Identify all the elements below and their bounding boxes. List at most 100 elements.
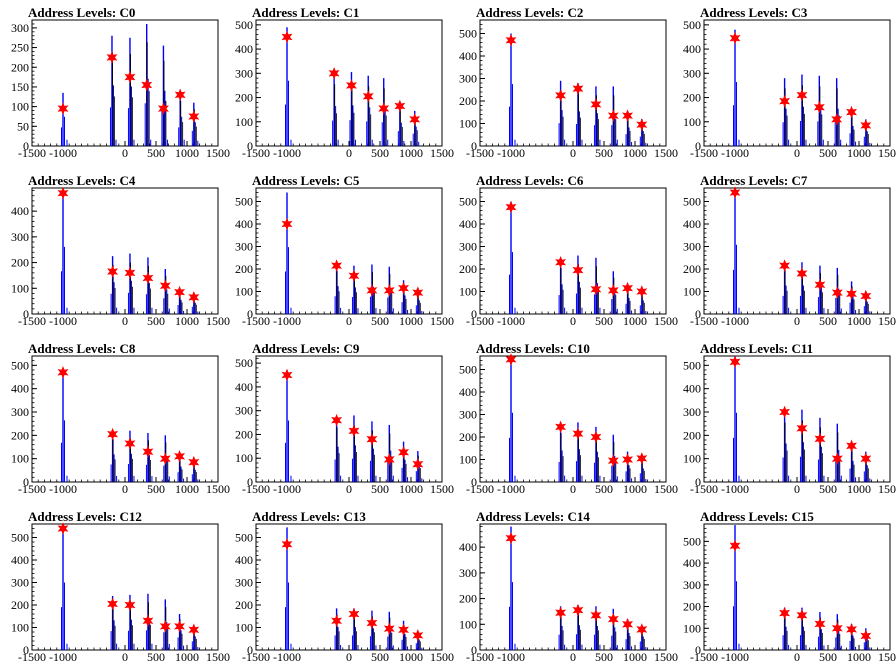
star-marker-icon [590, 98, 602, 111]
star-marker-icon [174, 285, 186, 299]
star-marker-icon [188, 110, 200, 123]
y-tick-label: 300 [235, 240, 253, 254]
y-tick-label: 200 [11, 256, 29, 270]
star-marker-icon [142, 614, 154, 628]
x-tick-label: -1500 [466, 482, 494, 496]
x-tick-label: -1000 [273, 314, 301, 328]
y-tick-label: 100 [683, 285, 701, 299]
y-tick-label: 0 [471, 475, 477, 489]
y-tick-label: 300 [459, 408, 477, 422]
x-tick-label: 500 [371, 650, 389, 664]
y-tick-label: 500 [11, 531, 29, 545]
x-tick-label: 0 [570, 314, 576, 328]
y-tick-label: 100 [683, 452, 701, 466]
x-tick-label: 500 [595, 314, 613, 328]
x-tick-label: -1000 [497, 650, 525, 664]
star-marker-icon [846, 623, 858, 636]
y-tick-label: 500 [459, 363, 477, 377]
y-tick-label: 400 [11, 382, 29, 396]
plot-frame [703, 523, 891, 651]
star-marker-icon [572, 82, 584, 95]
chart-panel: Address Levels: C14 0 100 200 300 400 -1500 -10… [448, 504, 678, 672]
chart-title: Address Levels: C2 [476, 5, 583, 20]
y-tick-label: 250 [11, 41, 29, 55]
y-tick-label: 500 [11, 358, 29, 372]
y-tick-label: 100 [459, 617, 477, 631]
x-tick-label: 0 [346, 482, 352, 496]
y-tick-label: 200 [683, 91, 701, 105]
y-tick-label: 100 [235, 451, 253, 465]
y-tick-label: 400 [459, 217, 477, 231]
x-tick-label: 1500 [654, 314, 678, 328]
y-tick-label: 100 [235, 285, 253, 299]
chart-panel: Address Levels: C15 0 100 200 300 400 500 -1500… [672, 504, 896, 672]
star-marker-icon [860, 629, 872, 643]
x-tick-label: -1000 [497, 314, 525, 328]
x-tick-label: 0 [570, 650, 576, 664]
x-tick-label: 1500 [878, 314, 896, 328]
y-tick-label: 300 [11, 230, 29, 244]
chart-panel: Address Levels: C1 0 100 200 300 400 500 -1500-… [224, 0, 454, 168]
chart-panel: Address Levels: C4 0 100 200 300 400 -1500 -100… [0, 168, 230, 336]
y-tick-label: 100 [11, 621, 29, 635]
y-tick-label: 300 [235, 66, 253, 80]
plot-frame [479, 355, 667, 483]
x-tick-label: 500 [371, 482, 389, 496]
star-marker-icon [607, 454, 619, 467]
x-tick-label: 1000 [847, 146, 871, 160]
chart-svg: Address Levels: C8 0 100 200 300 400 500 -1500-… [11, 341, 230, 496]
y-tick-label: 150 [11, 80, 29, 94]
y-tick-label: 400 [235, 380, 253, 394]
chart-svg: Address Levels: C0 0 50 100 150 200 250 300 -150… [11, 5, 230, 160]
x-tick-label: 500 [147, 650, 165, 664]
x-tick-label: -1500 [690, 650, 718, 664]
y-tick-label: 200 [459, 592, 477, 606]
x-tick-label: 0 [570, 482, 576, 496]
star-marker-icon [636, 285, 648, 298]
star-marker-icon [57, 522, 69, 535]
star-marker-icon [796, 608, 808, 622]
x-tick-label: -1500 [690, 146, 718, 160]
y-tick-label: 100 [11, 100, 29, 114]
star-marker-icon [555, 420, 567, 434]
star-marker-icon [398, 281, 410, 295]
x-tick-label: -1000 [49, 314, 77, 328]
x-tick-label: 1500 [654, 650, 678, 664]
y-tick-label: 500 [459, 27, 477, 41]
chart-panel: Address Levels: C6 0 100 200 300 400 500 -1500-… [448, 168, 678, 336]
star-marker-icon [779, 94, 791, 108]
y-tick-label: 300 [683, 405, 701, 419]
star-marker-icon [779, 606, 791, 620]
chart-svg: Address Levels: C4 0 100 200 300 400 -1500 -100… [11, 173, 230, 328]
star-marker-icon [590, 430, 602, 444]
star-marker-icon [188, 290, 200, 304]
y-tick-label: 500 [235, 531, 253, 545]
star-marker-icon [831, 621, 843, 635]
y-tick-label: 200 [459, 262, 477, 276]
star-marker-icon [174, 88, 186, 102]
star-marker-icon [174, 620, 186, 633]
star-marker-icon [831, 286, 843, 299]
x-tick-label: 1000 [847, 314, 871, 328]
chart-title: Address Levels: C12 [28, 509, 142, 524]
chart-svg: Address Levels: C12 0 100 200 300 400 500 -1500… [11, 509, 230, 664]
star-marker-icon [860, 119, 872, 132]
plot-frame [703, 355, 891, 483]
x-tick-label: 500 [147, 314, 165, 328]
star-marker-icon [328, 67, 340, 80]
chart-svg: Address Levels: C6 0 100 200 300 400 500 -1500-… [459, 173, 678, 328]
star-marker-icon [142, 445, 154, 458]
star-marker-icon [281, 537, 293, 551]
x-tick-label: 500 [819, 146, 837, 160]
x-tick-label: 500 [819, 650, 837, 664]
star-marker-icon [366, 432, 378, 446]
x-tick-label: -1500 [242, 650, 270, 664]
star-marker-icon [622, 281, 634, 295]
x-tick-label: 0 [794, 482, 800, 496]
y-tick-label: 0 [247, 475, 253, 489]
y-tick-label: 0 [23, 307, 29, 321]
star-marker-icon [572, 603, 584, 617]
star-marker-icon [505, 33, 517, 47]
y-tick-label: 0 [23, 475, 29, 489]
y-tick-label: 400 [683, 382, 701, 396]
